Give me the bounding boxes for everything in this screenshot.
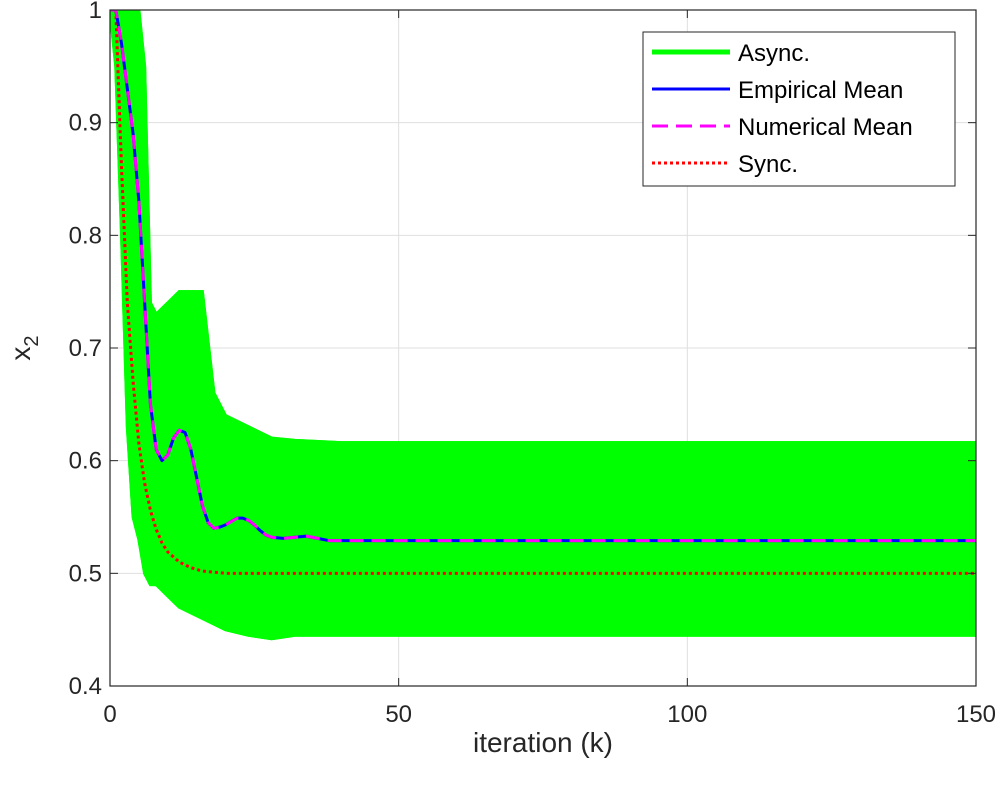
series-line-sync	[110, 10, 976, 575]
async-trajectory-2	[110, 10, 976, 607]
legend-label-empirical-mean: Empirical Mean	[738, 77, 903, 104]
async-trajectory-11	[110, 10, 976, 461]
y-tick-label-1: 1	[89, 0, 102, 24]
async-trajectory-10	[110, 10, 976, 477]
legend-label-sync: Sync.	[738, 151, 798, 178]
legend-box	[642, 31, 956, 187]
x-tick-label-0: 0	[103, 701, 116, 728]
y-tick-label-0.4: 0.4	[69, 673, 102, 700]
legend-label-async: Async.	[738, 40, 810, 67]
y-axis-label-subscript: 2	[21, 335, 43, 346]
y-tick-label-0.8: 0.8	[69, 222, 102, 249]
y-axis-label: x2	[5, 335, 43, 360]
async-trajectory-8	[110, 10, 976, 509]
y-tick-label-0.7: 0.7	[69, 335, 102, 362]
async-trajectory-12	[110, 10, 976, 445]
x-tick-label-100: 100	[667, 701, 707, 728]
async-trajectory-3	[110, 10, 976, 591]
y-axis-ticks: 0.4 0.5 0.6 0.7 0.8 0.9 1	[69, 0, 976, 700]
legend: Async. Empirical Mean Numerical Mean Sync.	[642, 31, 956, 187]
y-tick-label-0.9: 0.9	[69, 110, 102, 137]
series-line-numerical-mean	[110, 10, 976, 543]
async-trajectory-7	[110, 10, 976, 525]
async-trajectory-1	[110, 10, 976, 624]
async-trajectories	[110, 10, 976, 641]
async-trajectory-9	[110, 10, 976, 493]
async-trajectory-0	[110, 10, 976, 641]
y-tick-label-0.5: 0.5	[69, 560, 102, 587]
legend-label-numerical-mean: Numerical Mean	[738, 114, 913, 141]
x-tick-label-150: 150	[956, 701, 996, 728]
y-tick-label-0.6: 0.6	[69, 448, 102, 475]
x-axis-label: iteration (k)	[473, 727, 613, 758]
y-axis-label-main: x	[5, 347, 36, 361]
async-trajectory-4	[110, 10, 976, 574]
async-trajectory-5	[110, 10, 976, 557]
series-lines	[110, 10, 976, 575]
legend-entries: Async. Empirical Mean Numerical Mean Sync.	[652, 40, 913, 178]
x-tick-label-50: 50	[385, 701, 412, 728]
x-axis-ticks: 0 50 100 150	[103, 10, 996, 728]
